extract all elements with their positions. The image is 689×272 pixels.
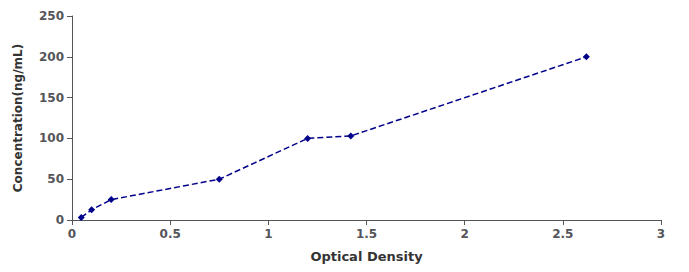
svg-text:2.5: 2.5 [552,227,573,241]
svg-text:150: 150 [39,91,64,105]
svg-text:1: 1 [264,227,272,241]
svg-text:2: 2 [460,227,468,241]
svg-text:100: 100 [39,131,64,145]
svg-text:Concentration(ng/mL): Concentration(ng/mL) [11,44,25,192]
svg-text:1.5: 1.5 [356,227,377,241]
svg-text:0: 0 [68,227,76,241]
svg-text:50: 50 [47,172,64,186]
svg-text:3: 3 [657,227,665,241]
svg-text:200: 200 [39,50,64,64]
svg-text:0: 0 [56,213,64,227]
svg-text:Optical Density: Optical Density [310,249,423,264]
svg-text:0.5: 0.5 [160,227,181,241]
svg-text:250: 250 [39,9,64,23]
